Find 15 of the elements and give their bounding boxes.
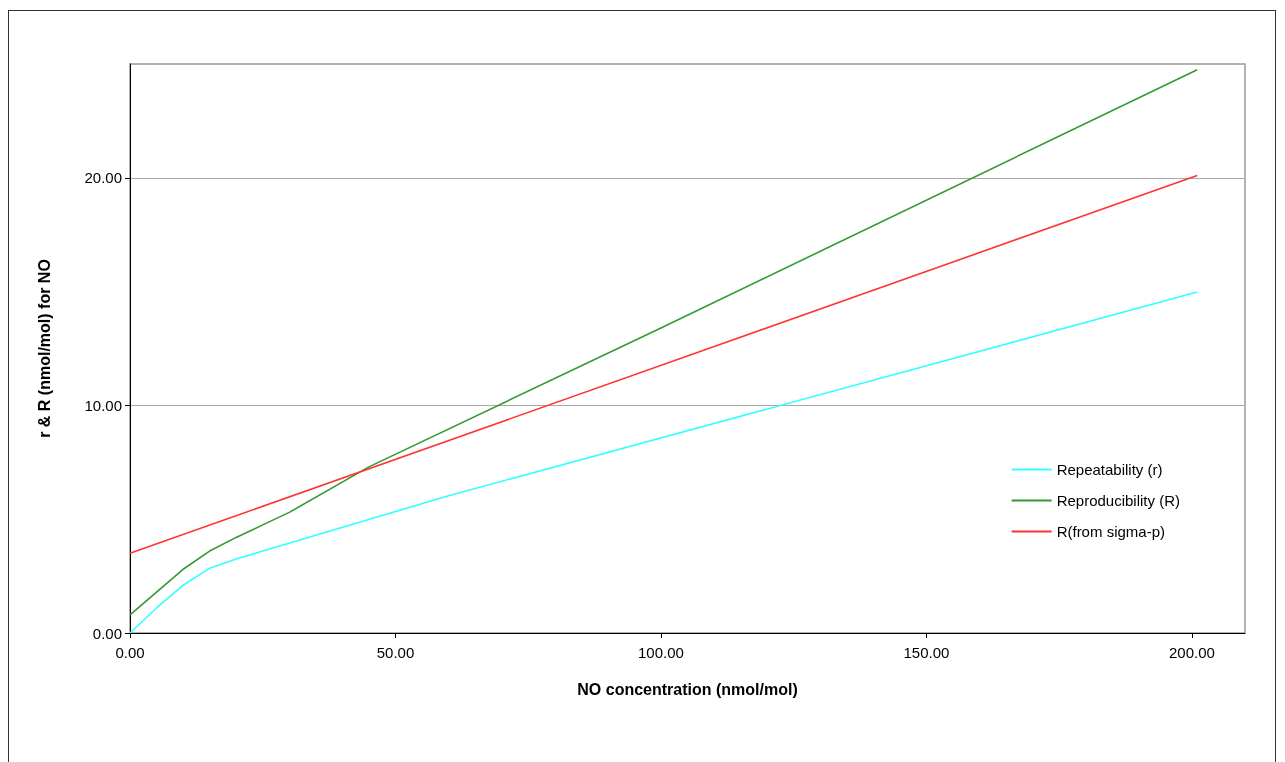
x-tick-label: 0.00 <box>115 644 145 661</box>
legend-label: R(from sigma-p) <box>1056 523 1165 540</box>
line-series <box>129 291 1199 634</box>
x-tick-label: 200.00 <box>1168 644 1215 661</box>
x-tick-label: 150.00 <box>903 644 950 661</box>
x-axis-title: NO concentration (nmol/mol) <box>577 680 798 698</box>
x-tick-label: 50.00 <box>376 644 415 661</box>
x-tick-label: 100.00 <box>638 644 684 661</box>
legend-label: Repeatability (r) <box>1056 461 1163 478</box>
legend-label: Reproducibility (R) <box>1056 492 1181 509</box>
line-series <box>129 68 1199 616</box>
y-tick-label: 0.00 <box>92 624 122 642</box>
y-tick-label: 20.00 <box>84 169 122 187</box>
y-axis-title: r & R (nmol/mol) for NO <box>35 259 53 438</box>
y-tick-label: 10.00 <box>84 396 122 414</box>
